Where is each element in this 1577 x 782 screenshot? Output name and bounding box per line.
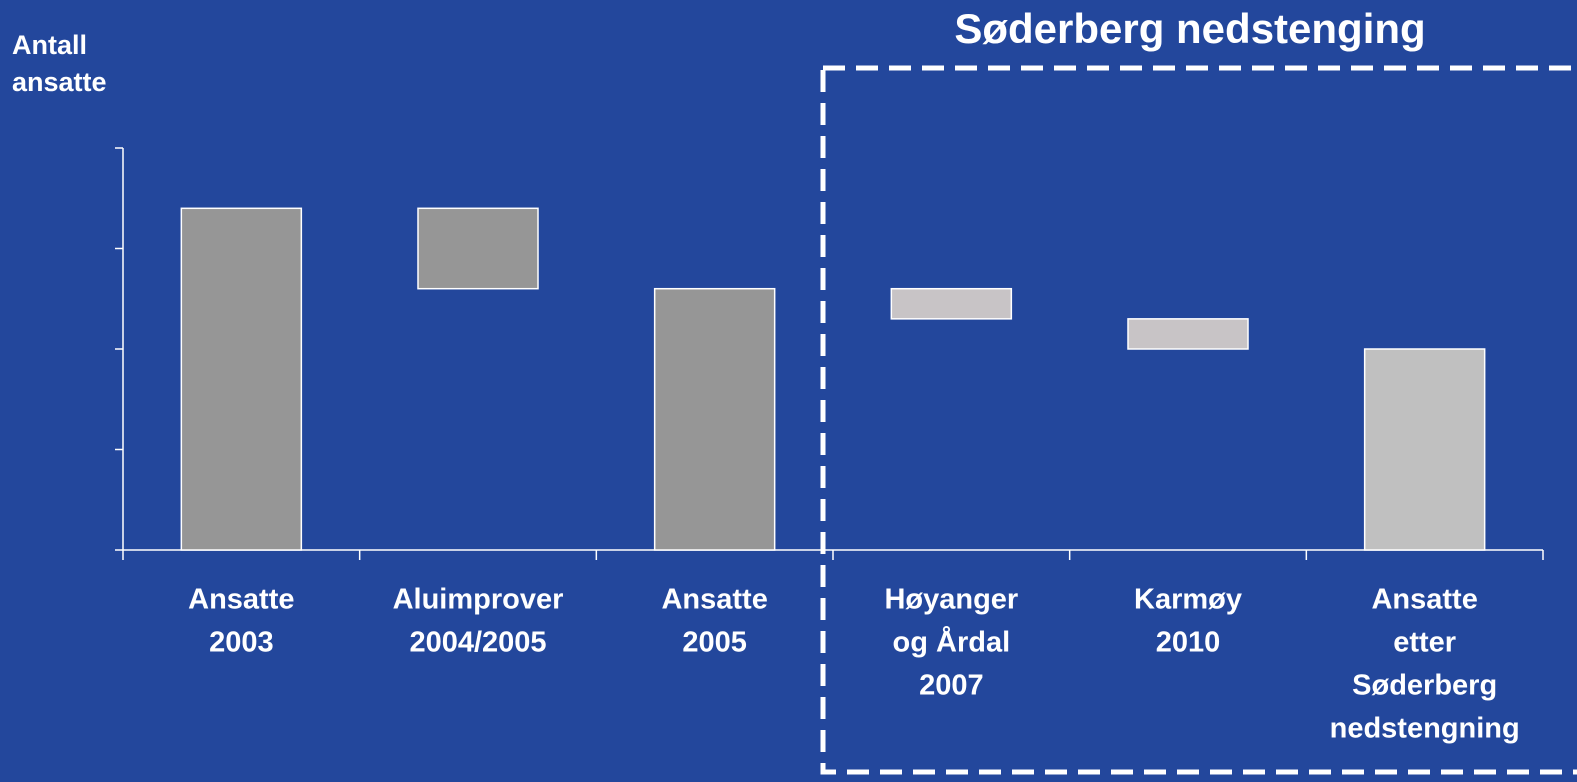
x-tick-label: 2003 [209, 627, 274, 659]
x-tick-label: og Årdal [893, 626, 1011, 659]
x-tick-label: 2007 [919, 670, 984, 702]
x-tick-label: Ansatte [1371, 584, 1477, 616]
bar [1363, 348, 1486, 551]
x-tick-label: Ansatte [661, 584, 767, 616]
x-tick-label: Ansatte [188, 584, 294, 616]
x-tick-label: nedstengning [1330, 713, 1520, 745]
x-tick-label: 2010 [1156, 627, 1221, 659]
y-axis-label: Antall [12, 30, 87, 60]
bar [890, 287, 1013, 320]
bar [180, 207, 303, 551]
x-tick-label: Høyanger [884, 584, 1018, 616]
x-tick-label: Karmøy [1134, 584, 1242, 616]
chart-title: Søderberg nedstenging [954, 5, 1425, 52]
highlight-box [820, 65, 1577, 775]
x-tick-label: etter [1393, 627, 1456, 659]
x-tick-label: Søderberg [1352, 670, 1497, 702]
x-tick-label: 2004/2005 [409, 627, 546, 659]
bar [417, 207, 539, 290]
y-axis-label: ansatte [12, 67, 107, 97]
bar [1127, 318, 1249, 350]
x-tick-label: 2005 [682, 627, 747, 659]
bar [653, 287, 776, 551]
x-tick-label: Aluimprover [393, 584, 564, 616]
